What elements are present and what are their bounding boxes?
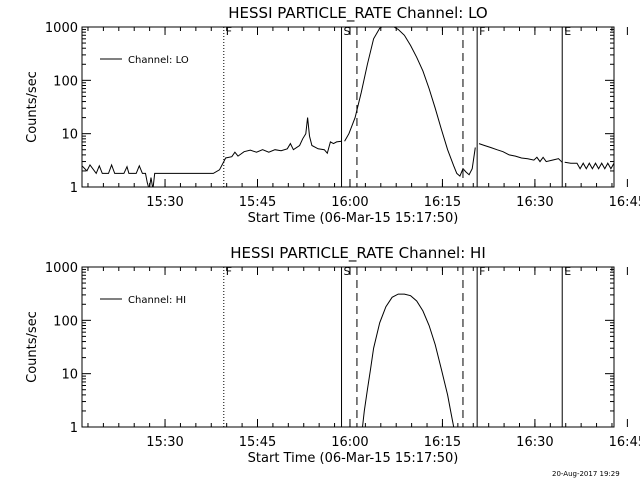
y-tick-label: 100 — [53, 314, 78, 329]
x-tick-label: 15:30 — [146, 195, 183, 210]
marker-label: F — [226, 265, 232, 278]
series-line-segment — [564, 161, 614, 170]
x-axis-label: Start Time (06-Mar-15 15:17:50) — [248, 451, 459, 466]
x-tick-label: 16:15 — [424, 435, 461, 450]
x-axis-label: Start Time (06-Mar-15 15:17:50) — [248, 211, 459, 226]
series-line-segment — [362, 293, 455, 427]
marker-label: E — [564, 25, 571, 38]
chart-title: HESSI PARTICLE_RATE Channel: LO — [228, 4, 487, 23]
x-tick-label: 15:30 — [146, 435, 183, 450]
x-tick-label: 16:30 — [516, 435, 553, 450]
x-tick-label: 16:45 — [609, 195, 640, 210]
x-tick-label: 15:45 — [239, 195, 276, 210]
x-tick-label: 16:15 — [424, 195, 461, 210]
plot-frame — [81, 26, 615, 188]
marker-label: E — [564, 265, 571, 278]
marker-label: F — [479, 25, 485, 38]
y-tick-label: 10 — [61, 128, 78, 143]
y-tick-label: 100 — [53, 74, 78, 89]
chart-panel-lo: HESSI PARTICLE_RATE Channel: LO 1 10 100 100… — [25, 4, 640, 226]
series-line-segment — [82, 117, 342, 187]
chart-title: HESSI PARTICLE_RATE Channel: HI — [230, 244, 486, 263]
x-tick-label: 16:00 — [331, 195, 368, 210]
series-line-segment — [478, 143, 563, 163]
y-tick-label: 1000 — [45, 21, 78, 36]
y-tick-label: 10 — [61, 368, 78, 383]
x-tick-label: 16:30 — [516, 195, 553, 210]
marker-label: S — [344, 25, 351, 38]
footer-timestamp: 20-Aug-2017 19:29 — [552, 470, 620, 478]
x-tick-label: 16:45 — [609, 435, 640, 450]
x-tick-label: 16:00 — [331, 435, 368, 450]
legend-label: Channel: LO — [128, 55, 189, 66]
y-tick-label: 1 — [70, 181, 78, 196]
y-tick-label: 1000 — [45, 261, 78, 276]
y-tick-label: 1 — [70, 421, 78, 436]
marker-label: F — [226, 25, 232, 38]
marker-label: S — [344, 265, 351, 278]
chart-panel-hi: HESSI PARTICLE_RATE Channel: HI 1 10 100 100… — [25, 244, 640, 466]
series-line-segment — [344, 27, 476, 177]
y-axis-label: Counts/sec — [25, 311, 40, 383]
x-tick-label: 15:45 — [239, 435, 276, 450]
y-axis-label: Counts/sec — [25, 71, 40, 143]
plot-frame — [81, 266, 615, 428]
legend-label: Channel: HI — [128, 295, 186, 306]
marker-label: F — [479, 265, 485, 278]
